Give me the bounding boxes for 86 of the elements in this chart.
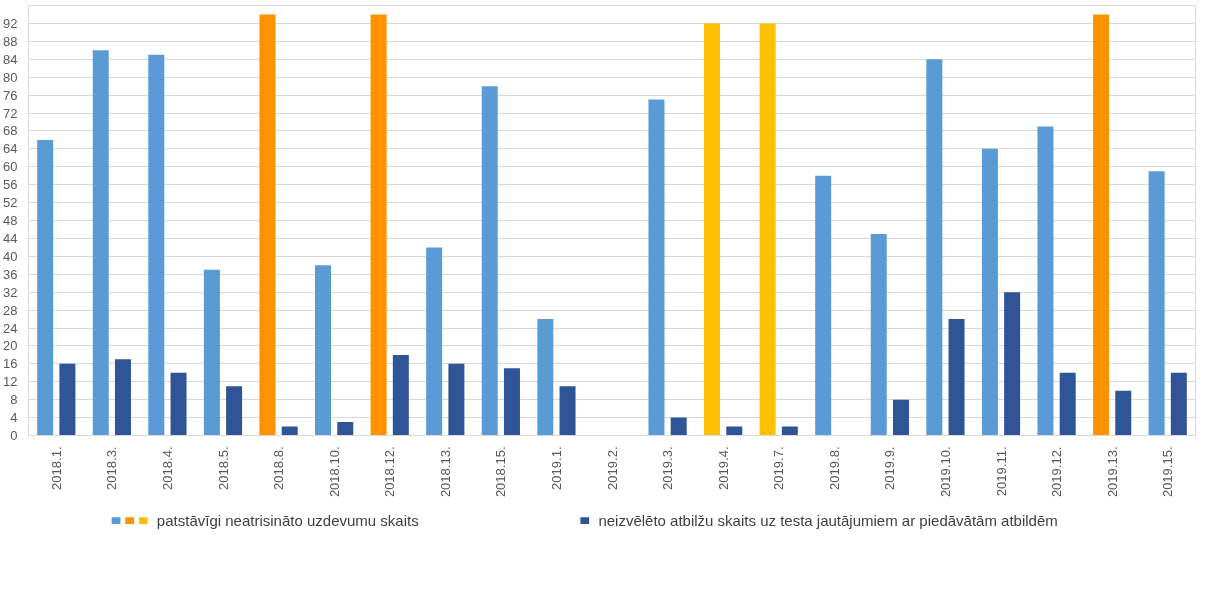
x-tick-label: 2018.1. [48,446,64,490]
bar [92,50,109,436]
bar [59,363,76,436]
y-tick-label: 88 [3,33,18,49]
bar [370,14,387,436]
bar [503,368,520,436]
bar [759,23,776,436]
legend-label: neizvēlēto atbilžu skaits uz testa jautājumiem ar piedāvātām atbildēm [598,512,1058,529]
x-tick-label: 2018.12. [382,446,398,498]
bar [1170,372,1187,436]
y-tick-label: 56 [3,177,18,193]
y-tick-label: 28 [3,302,18,318]
x-tick-label: 2018.10. [326,446,342,498]
x-tick-label: 2018.4. [159,446,175,490]
x-tick-label: 2019.10. [937,446,953,498]
bar [948,319,965,436]
bar [448,363,465,436]
y-tick-label: 52 [3,195,18,211]
legend-label: patstāvīgi neatrisināto uzdevumu skaits [156,512,419,529]
y-tick-label: 60 [3,159,18,175]
x-tick-label: 2018.13. [437,446,453,498]
bar [648,99,665,436]
bar [170,372,187,436]
bar [259,14,276,436]
y-tick-label: 84 [3,51,18,67]
y-tick-label: 72 [3,105,18,121]
x-tick-label: 2019.11. [993,446,1009,497]
bar [1037,126,1054,436]
bar [1059,372,1076,436]
bar [315,265,332,436]
bar [114,359,131,436]
y-tick-label: 12 [3,374,18,390]
bar [337,422,354,436]
x-tick-label: 2019.9. [882,446,898,490]
bar [670,417,687,436]
bar [148,54,165,436]
bar [1004,292,1021,436]
bar [392,354,409,436]
x-tick-label: 2019.13. [1104,446,1120,498]
y-tick-label: 64 [3,141,18,157]
x-tick-label: 2018.3. [104,446,120,490]
y-tick-label: 80 [3,69,18,85]
x-tick-label: 2018.15. [493,446,509,498]
bar [281,426,298,436]
bar [203,269,220,436]
x-tick-label: 2019.3. [660,446,676,490]
bar [1093,14,1110,436]
bar [1115,390,1132,436]
bar [481,86,498,436]
x-tick-label: 2019.7. [771,446,787,490]
bar [559,386,576,436]
y-tick-label: 24 [3,320,18,336]
y-tick-label: 8 [10,392,18,408]
x-tick-label: 2019.4. [715,446,731,490]
x-tick-label: 2019.15. [1160,446,1176,498]
x-tick-label: 2018.8. [271,446,287,490]
bar [781,426,798,436]
y-tick-label: 16 [3,356,18,372]
y-tick-label: 48 [3,213,18,228]
bar [981,148,998,436]
y-tick-label: 20 [3,338,18,354]
y-tick-label: 0 [10,428,18,443]
x-tick-label: 2019.2. [604,446,620,490]
bar [426,247,443,436]
bar [704,23,721,436]
bar [37,139,54,436]
y-tick-label: 76 [3,87,18,103]
y-tick-label: 92 [3,15,18,31]
y-tick-label: 36 [3,266,18,282]
bar [815,175,832,436]
y-tick-label: 68 [3,123,18,139]
bar [726,426,743,436]
y-tick-label: 44 [3,230,18,246]
y-tick-label: 4 [10,410,18,426]
y-tick-label: 32 [3,284,18,300]
bar [1148,171,1165,436]
y-tick-label: 40 [3,248,18,264]
bar [892,399,909,436]
bar [226,386,243,436]
bar [870,233,887,436]
x-tick-label: 2019.1. [548,446,564,490]
x-tick-label: 2019.12. [1049,446,1065,498]
x-tick-label: 2018.5. [215,446,231,490]
x-tick-label: 2019.8. [826,446,842,490]
bar [926,59,943,436]
bar [537,319,554,436]
